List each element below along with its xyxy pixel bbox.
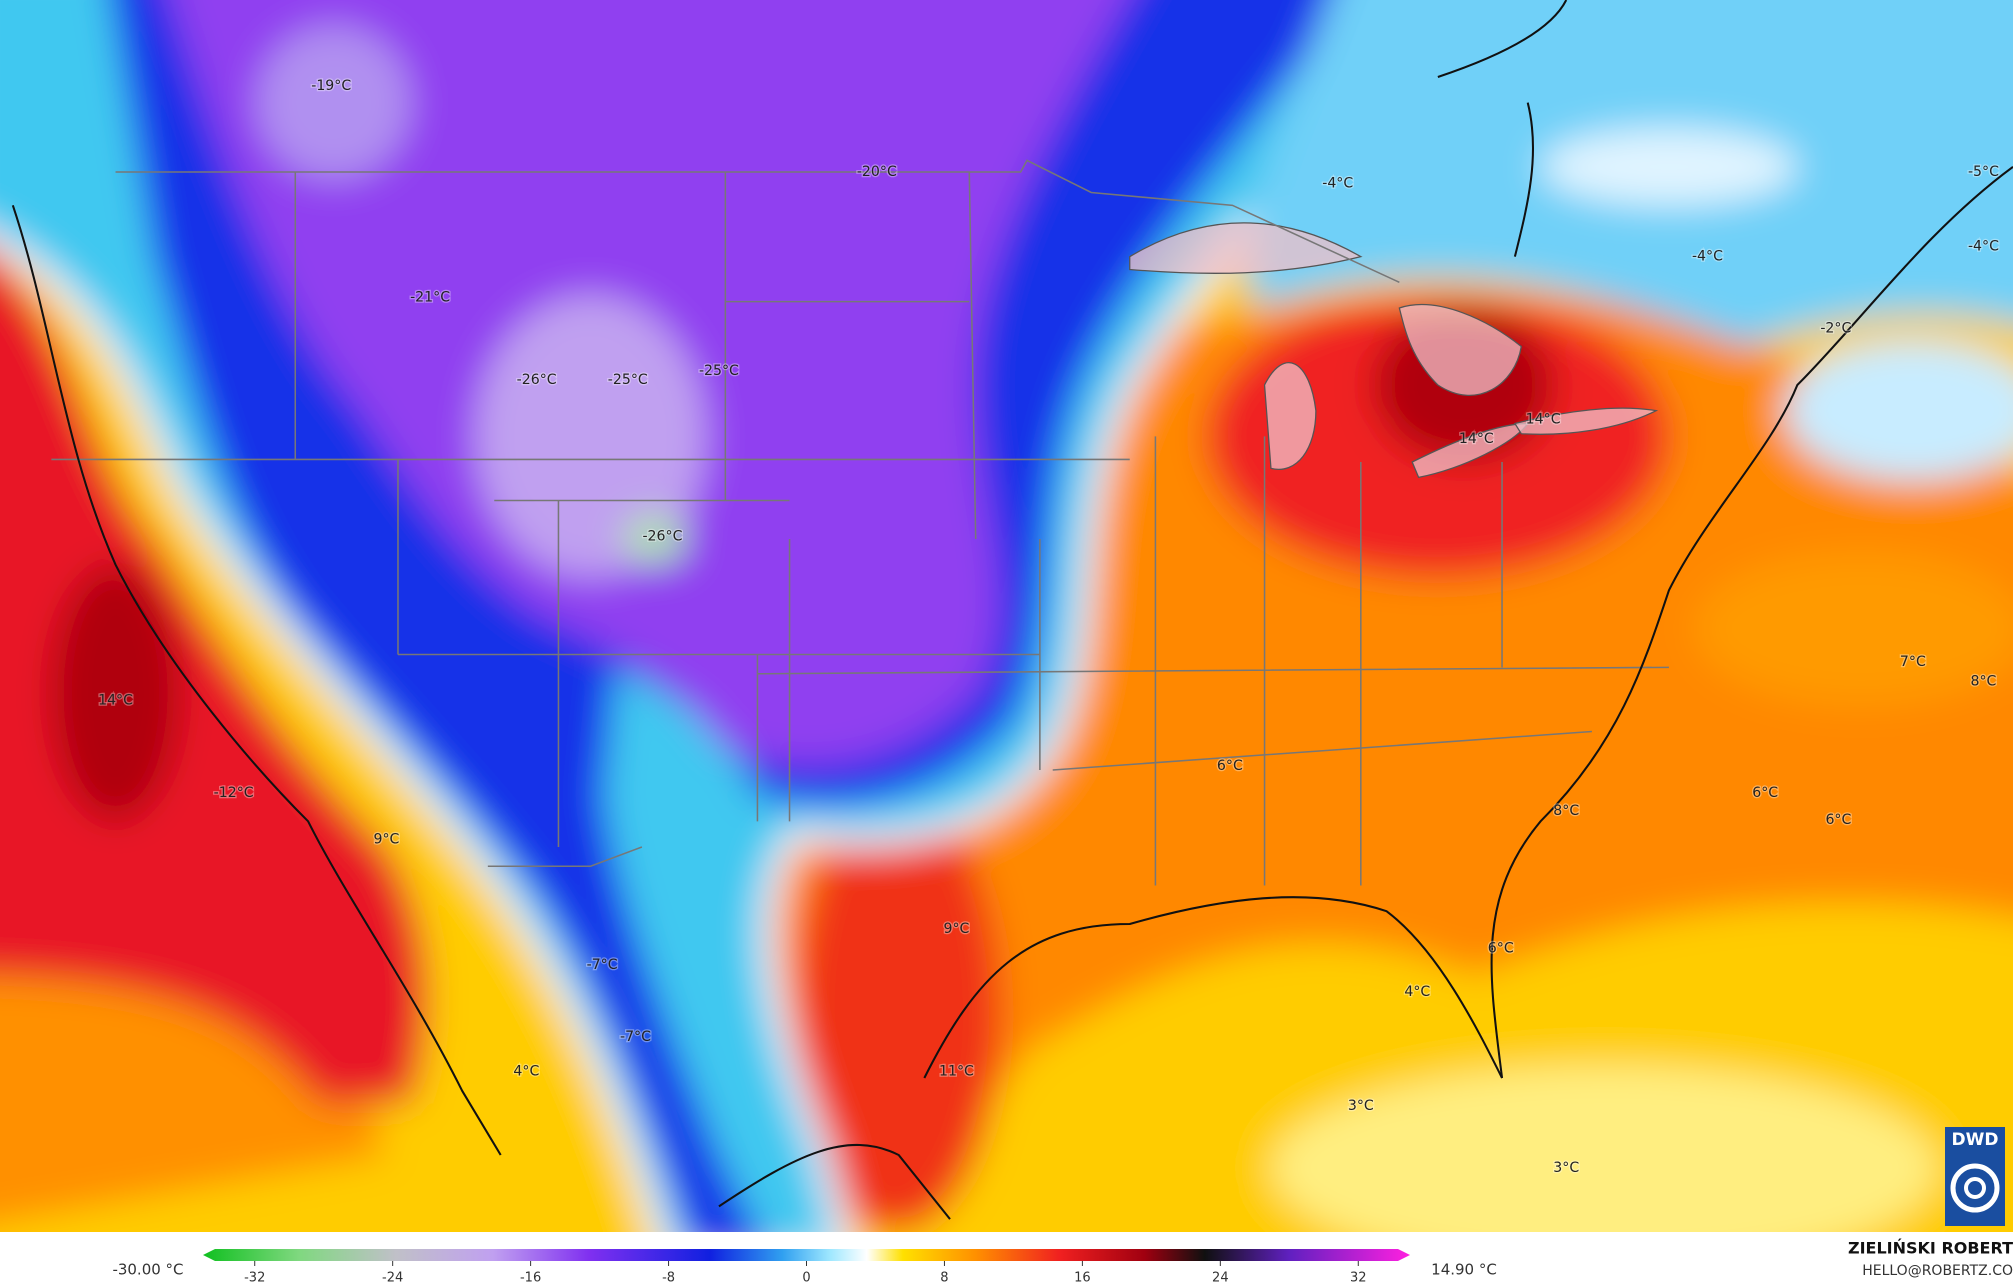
colorbar-tick-label: -32 — [244, 1271, 265, 1286]
author: ZIELIŃSKI ROBERT — [1848, 1239, 2013, 1258]
colorbar-tick-label: 32 — [1350, 1271, 1367, 1286]
logo-swirl — [1950, 1163, 2000, 1213]
temperature-label: 6°C — [1488, 940, 1514, 956]
temperature-label: -7°C — [587, 957, 618, 973]
borders — [51, 159, 1669, 886]
colorbar-tick-label: -16 — [520, 1271, 541, 1286]
temperature-label: 9°C — [373, 831, 399, 847]
temperature-label: 6°C — [1752, 785, 1778, 801]
temperature-label: 9°C — [943, 921, 969, 937]
temperature-label: -4°C — [1968, 238, 1999, 254]
logo-swirl-inner — [1964, 1177, 1986, 1199]
temperature-label: -2°C — [1820, 321, 1851, 337]
max-label: 14.90 °C — [1431, 1261, 1497, 1279]
colorbar-tick-label: 24 — [1212, 1271, 1229, 1286]
legend-bar: -30.00 °C -32 -24 -16 -8 0 8 16 24 32 14.90 °C Z… — [112, 1239, 2013, 1286]
temperature-label: -4°C — [1322, 176, 1353, 192]
lakes — [1129, 222, 1659, 479]
temperature-label: 4°C — [1404, 984, 1430, 1000]
temperature-label: -25°C — [699, 363, 739, 379]
temperature-label: 14°C — [1526, 412, 1561, 428]
temperature-label: -5°C — [1968, 164, 1999, 180]
temperature-label: 6°C — [1217, 758, 1243, 774]
temperature-label: 7°C — [1900, 654, 1926, 670]
colorbar-ticks: -32 -24 -16 -8 0 8 16 24 32 — [244, 1261, 1367, 1286]
temperature-label: -19°C — [311, 78, 351, 94]
temperature-labels: -19°C -20°C -4°C -5°C -4°C -4°C -21°C -2°C -26°C… — [97, 77, 2001, 1177]
temperature-label: 6°C — [1825, 812, 1851, 828]
temperature-label: -20°C — [857, 164, 897, 180]
temperature-label: 3°C — [1348, 1098, 1374, 1114]
temperature-label: -21°C — [410, 290, 450, 306]
logo: DWD — [1945, 1127, 2005, 1226]
temperature-label: -4°C — [1692, 249, 1723, 265]
contact: HELLO@ROBERTZ.CO — [1862, 1263, 2013, 1279]
temperature-label: 8°C — [1971, 673, 1997, 689]
temperature-label: -26°C — [517, 372, 557, 388]
colorbar-tick-label: -8 — [662, 1271, 675, 1286]
temperature-label: 14°C — [1459, 431, 1494, 447]
colorbar-tick-label: -24 — [382, 1271, 403, 1286]
logo-text: DWD — [1952, 1130, 1999, 1150]
temperature-label: -12°C — [214, 785, 254, 801]
temperature-label: 3°C — [1553, 1160, 1579, 1176]
colorbar-tick-label: 16 — [1074, 1271, 1091, 1286]
temperature-label: 11°C — [939, 1064, 974, 1080]
temperature-label: -25°C — [608, 372, 648, 388]
colorbar-tick-label: 8 — [940, 1271, 948, 1286]
coastlines — [11, 0, 2013, 1220]
temperature-label: 8°C — [1553, 803, 1579, 819]
temperature-label: -7°C — [620, 1029, 651, 1045]
temperature-label: 4°C — [513, 1064, 539, 1080]
temperature-label: 14°C — [98, 693, 133, 709]
colorbar — [203, 1249, 1410, 1261]
temperature-label: -26°C — [642, 528, 682, 544]
colorbar-tick-label: 0 — [802, 1271, 810, 1286]
min-label: -30.00 °C — [112, 1261, 183, 1279]
